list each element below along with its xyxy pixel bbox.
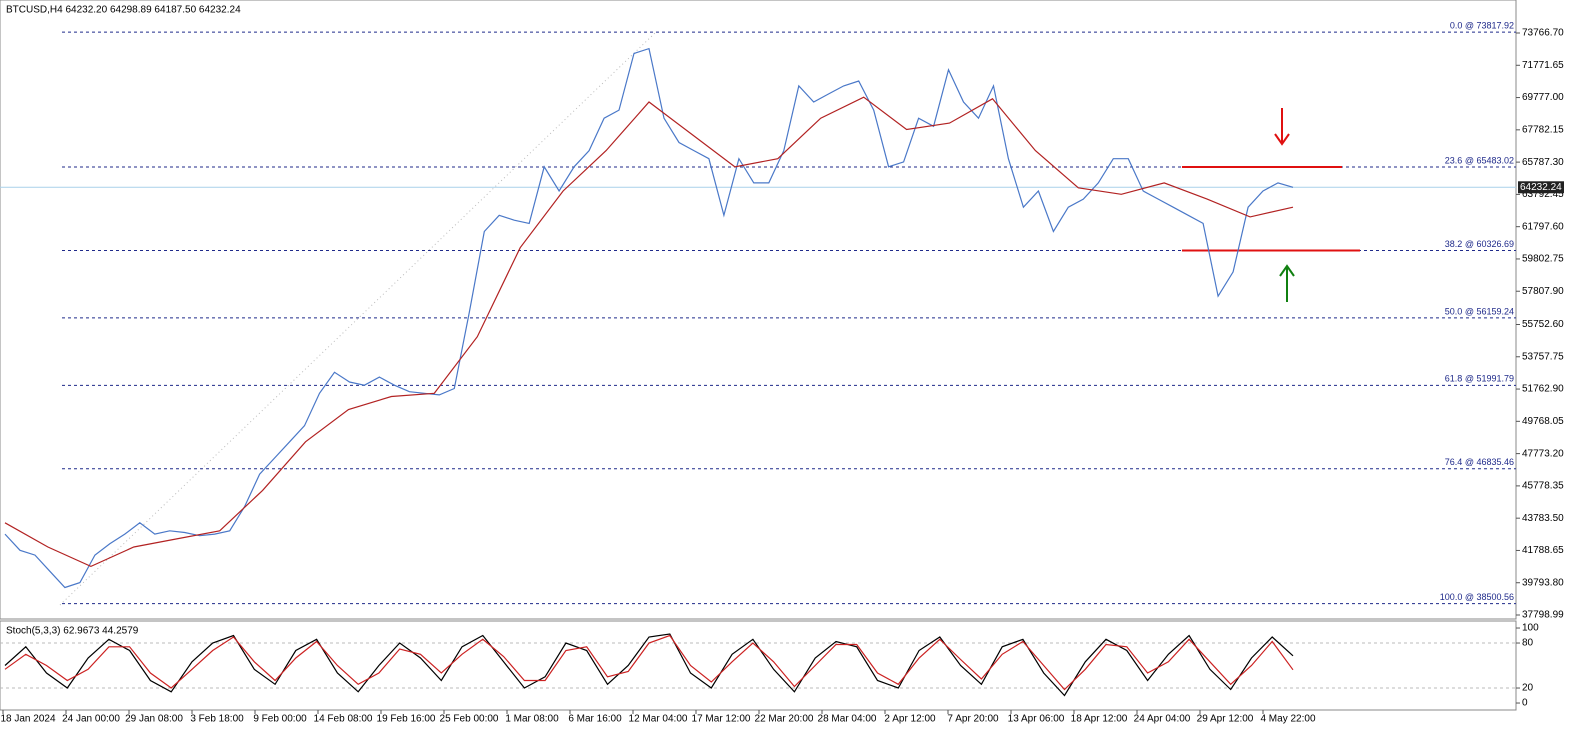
series-line <box>4 633 1294 697</box>
x-tick-label: 17 Mar 12:00 <box>692 714 751 725</box>
price-tag-label: 64232.24 <box>1520 182 1562 193</box>
chart-title: BTCUSD,H4 64232.20 64298.89 64187.50 642… <box>6 5 241 16</box>
y-tick-label: 51762.90 <box>1522 384 1564 395</box>
x-tick-label: 18 Jan 2024 <box>0 714 55 725</box>
stoch-panel <box>0 620 1517 711</box>
price-tag <box>1518 181 1564 194</box>
series-line <box>4 47 1294 589</box>
x-tick-label: 29 Jan 08:00 <box>125 714 183 725</box>
x-tick-label: 24 Jan 00:00 <box>62 714 120 725</box>
x-tick-label: 25 Feb 00:00 <box>440 714 499 725</box>
y-tick-label: 41788.65 <box>1522 545 1564 556</box>
y-tick-label: 43783.50 <box>1522 513 1564 524</box>
y-tick-label: 53757.75 <box>1522 351 1564 362</box>
up-arrow <box>1279 264 1295 302</box>
y-tick-label: 61797.60 <box>1522 221 1564 232</box>
x-tick-label: 18 Apr 12:00 <box>1071 714 1128 725</box>
main-panel <box>0 0 1517 620</box>
x-tick-label: 6 Mar 16:00 <box>568 714 622 725</box>
y-tick-label: 55752.60 <box>1522 319 1564 330</box>
y-tick-label: 65787.30 <box>1522 157 1564 168</box>
fib-trend-line <box>59 32 656 606</box>
y-tick-label: 71771.65 <box>1522 60 1564 71</box>
x-tick-label: 19 Feb 16:00 <box>377 714 436 725</box>
x-tick-label: 2 Apr 12:00 <box>884 714 936 725</box>
x-tick-label: 7 Apr 20:00 <box>947 714 999 725</box>
series-line <box>4 96 1294 568</box>
x-tick-label: 24 Apr 04:00 <box>1134 714 1191 725</box>
fib-label: 23.6 @ 65483.02 <box>1445 155 1514 165</box>
y-tick-label: 73766.70 <box>1522 28 1564 39</box>
y-tick-label: 59802.75 <box>1522 254 1564 265</box>
x-tick-label: 12 Mar 04:00 <box>629 714 688 725</box>
y-tick-label: 20 <box>1522 683 1534 694</box>
stoch-title: Stoch(5,3,3) 62.9673 44.2579 <box>6 626 139 637</box>
y-tick-label: 67782.15 <box>1522 124 1564 135</box>
y-tick-label: 47773.20 <box>1522 448 1564 459</box>
fib-label: 100.0 @ 38500.56 <box>1440 592 1514 602</box>
fib-label: 38.2 @ 60326.69 <box>1445 239 1514 249</box>
y-tick-label: 80 <box>1522 638 1534 649</box>
x-tick-label: 1 Mar 08:00 <box>505 714 559 725</box>
fib-label: 50.0 @ 56159.24 <box>1445 306 1514 316</box>
y-tick-label: 69777.00 <box>1522 92 1564 103</box>
y-tick-label: 63792.45 <box>1522 189 1564 200</box>
y-tick-label: 37798.99 <box>1522 610 1564 621</box>
fib-label: 61.8 @ 51991.79 <box>1445 374 1514 384</box>
fib-label: 76.4 @ 46835.46 <box>1445 457 1514 467</box>
y-tick-label: 45778.35 <box>1522 481 1564 492</box>
x-tick-label: 4 May 22:00 <box>1260 714 1315 725</box>
x-tick-label: 13 Apr 06:00 <box>1008 714 1065 725</box>
y-tick-label: 100 <box>1522 623 1539 634</box>
y-tick-label: 0 <box>1522 698 1528 709</box>
x-tick-label: 14 Feb 08:00 <box>314 714 373 725</box>
y-tick-label: 57807.90 <box>1522 286 1564 297</box>
x-tick-label: 28 Mar 04:00 <box>818 714 877 725</box>
y-tick-label: 39793.80 <box>1522 577 1564 588</box>
x-tick-label: 29 Apr 12:00 <box>1197 714 1254 725</box>
x-tick-label: 3 Feb 18:00 <box>190 714 244 725</box>
y-tick-label: 49768.05 <box>1522 416 1564 427</box>
down-arrow <box>1274 108 1290 146</box>
series-line <box>4 634 1294 691</box>
x-tick-label: 22 Mar 20:00 <box>755 714 814 725</box>
x-tick-label: 9 Feb 00:00 <box>253 714 307 725</box>
fib-label: 0.0 @ 73817.92 <box>1450 21 1514 31</box>
